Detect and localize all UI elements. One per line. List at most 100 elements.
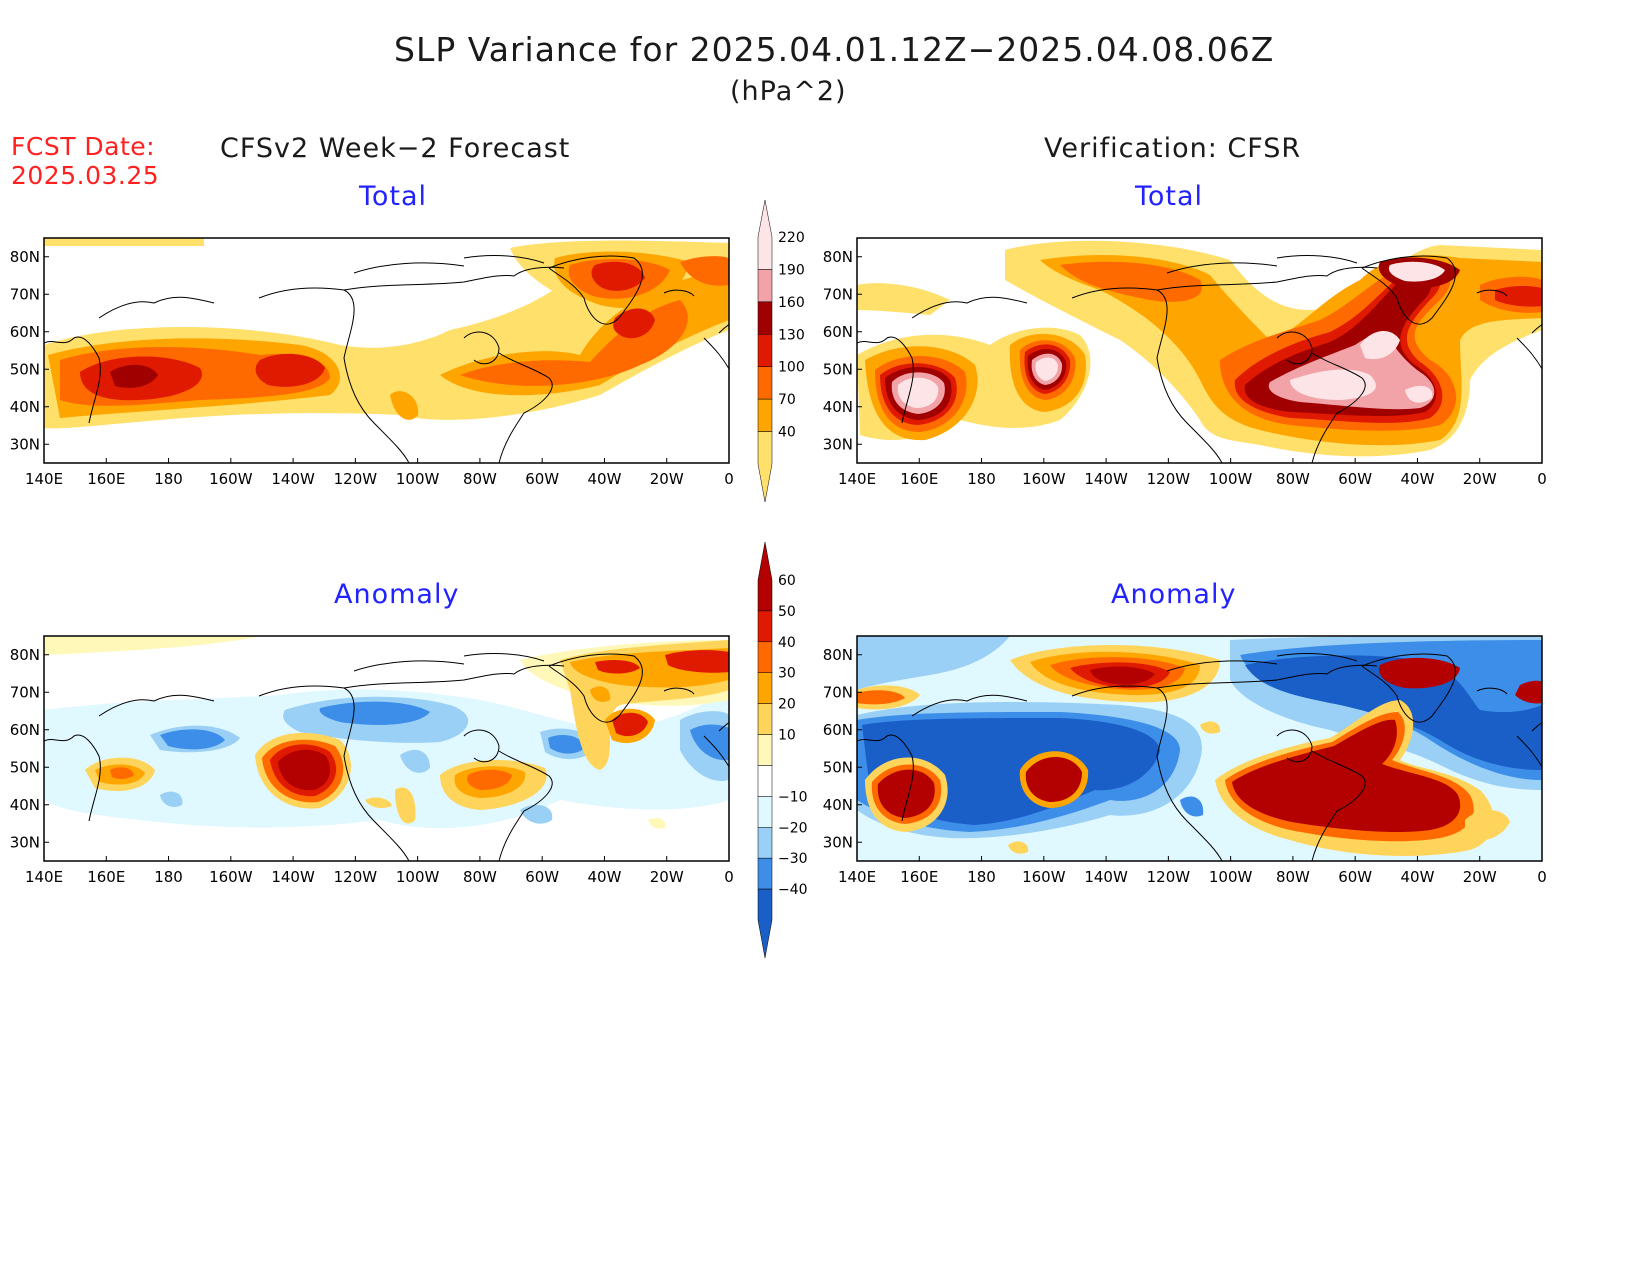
longitude-tick-label: 80W bbox=[1276, 868, 1310, 886]
verification-anomaly-frame bbox=[856, 635, 1543, 862]
latitude-tick-label: 40N bbox=[823, 796, 853, 814]
longitude-tick-label: 0 bbox=[724, 470, 734, 488]
longitude-tick-label: 140W bbox=[271, 470, 315, 488]
total-colorbar-label: 100 bbox=[778, 360, 805, 376]
latitude-tick-label: 50N bbox=[10, 758, 40, 776]
forecast-anomaly-shading bbox=[44, 636, 729, 861]
latitude-tick-label: 50N bbox=[823, 360, 853, 378]
longitude-tick-label: 80W bbox=[463, 868, 497, 886]
anomaly-colorbar-label: −40 bbox=[778, 882, 808, 898]
longitude-tick-label: 80W bbox=[463, 470, 497, 488]
anomaly-colorbar-label: −10 bbox=[778, 789, 808, 805]
anomaly-colorbar-label: 10 bbox=[778, 728, 796, 744]
verification-total-title: Total bbox=[1135, 181, 1204, 212]
latitude-tick-label: 40N bbox=[10, 398, 40, 416]
latitude-tick-label: 80N bbox=[10, 646, 40, 664]
total-colorbar-label: 220 bbox=[778, 230, 805, 246]
latitude-tick-label: 50N bbox=[823, 758, 853, 776]
anomaly-colorbar-label: 40 bbox=[778, 635, 796, 651]
longitude-tick-label: 100W bbox=[396, 868, 440, 886]
forecast-total-title: Total bbox=[359, 181, 428, 212]
longitude-tick-label: 60W bbox=[1338, 868, 1372, 886]
longitude-tick-label: 40W bbox=[1400, 868, 1434, 886]
longitude-tick-label: 140E bbox=[25, 470, 63, 488]
longitude-tick-label: 180 bbox=[154, 868, 183, 886]
longitude-tick-label: 120W bbox=[1147, 868, 1191, 886]
anomaly-colorbar-label: 30 bbox=[778, 666, 796, 682]
longitude-tick-label: 140W bbox=[271, 868, 315, 886]
verification-total-map: 140E 160E 180 160W 140W 120W 100W 80W 60W 40W 20W 0… bbox=[823, 237, 1547, 488]
longitude-tick-label: 180 bbox=[154, 470, 183, 488]
latitude-tick-label: 60N bbox=[823, 721, 853, 739]
latitude-tick-label: 80N bbox=[823, 646, 853, 664]
latitude-tick-label: 70N bbox=[823, 683, 853, 701]
total-colorbar-label: 190 bbox=[778, 262, 805, 278]
forecast-anomaly-frame bbox=[43, 635, 730, 862]
longitude-tick-label: 140E bbox=[838, 868, 876, 886]
longitude-tick-label: 40W bbox=[1400, 470, 1434, 488]
longitude-tick-label: 160W bbox=[209, 868, 253, 886]
longitude-tick-label: 120W bbox=[334, 470, 378, 488]
latitude-tick-label: 30N bbox=[823, 833, 853, 851]
longitude-tick-label: 140E bbox=[838, 470, 876, 488]
anomaly-colorbar: 60 50 40 30 20 10 −10 −20 −30 −40 bbox=[757, 541, 808, 959]
anomaly-colorbar-label: 60 bbox=[778, 573, 796, 589]
anomaly-colorbar-label: −20 bbox=[778, 820, 808, 836]
latitude-tick-label: 70N bbox=[10, 285, 40, 303]
latitude-tick-label: 70N bbox=[10, 683, 40, 701]
longitude-tick-label: 140W bbox=[1084, 868, 1128, 886]
verification-anomaly-title: Anomaly bbox=[1111, 579, 1237, 610]
latitude-tick-label: 60N bbox=[10, 721, 40, 739]
fcst-date-label: FCST Date: 2025.03.25 bbox=[11, 132, 159, 190]
longitude-tick-label: 120W bbox=[334, 868, 378, 886]
forecast-total-coastlines bbox=[44, 255, 729, 463]
longitude-tick-label: 60W bbox=[525, 868, 559, 886]
longitude-tick-label: 60W bbox=[1338, 470, 1372, 488]
verification-column-title: Verification: CFSR bbox=[1044, 133, 1302, 164]
verification-anomaly-coastlines bbox=[857, 653, 1542, 861]
longitude-tick-label: 20W bbox=[1463, 868, 1497, 886]
forecast-total-axes: 140E 160E 180 160W 140W 120W 100W 80W 60W 40W 20W 0… bbox=[10, 248, 734, 488]
total-colorbar: 220 190 160 130 100 70 40 bbox=[757, 199, 805, 503]
longitude-tick-label: 160W bbox=[1022, 470, 1066, 488]
verification-anomaly-axes: 140E 160E 180 160W 140W 120W 100W 80W 60W 40W 20W 0… bbox=[823, 646, 1547, 886]
forecast-total-shading bbox=[44, 238, 729, 463]
latitude-tick-label: 70N bbox=[823, 285, 853, 303]
longitude-tick-label: 100W bbox=[1209, 470, 1253, 488]
longitude-tick-label: 140E bbox=[25, 868, 63, 886]
anomaly-colorbar-label: 20 bbox=[778, 697, 796, 713]
verification-anomaly-shading bbox=[857, 636, 1542, 861]
anomaly-colorbar-label: −30 bbox=[778, 851, 808, 867]
longitude-tick-label: 160E bbox=[900, 470, 938, 488]
longitude-tick-label: 160E bbox=[900, 868, 938, 886]
forecast-column-title: CFSv2 Week−2 Forecast bbox=[220, 133, 571, 164]
longitude-tick-label: 180 bbox=[967, 470, 996, 488]
longitude-tick-label: 60W bbox=[525, 470, 559, 488]
forecast-total-map: 140E 160E 180 160W 140W 120W 100W 80W 60W 40W 20W 0… bbox=[10, 237, 734, 488]
verification-anomaly-map: 140E 160E 180 160W 140W 120W 100W 80W 60W 40W 20W 0… bbox=[823, 635, 1547, 886]
longitude-tick-label: 0 bbox=[1537, 868, 1547, 886]
longitude-tick-label: 100W bbox=[396, 470, 440, 488]
latitude-tick-label: 40N bbox=[10, 796, 40, 814]
longitude-tick-label: 20W bbox=[1463, 470, 1497, 488]
forecast-total-frame bbox=[43, 237, 730, 464]
longitude-tick-label: 160W bbox=[1022, 868, 1066, 886]
latitude-tick-label: 40N bbox=[823, 398, 853, 416]
latitude-tick-label: 80N bbox=[10, 248, 40, 266]
latitude-tick-label: 50N bbox=[10, 360, 40, 378]
total-colorbar-label: 70 bbox=[778, 392, 796, 408]
fcst-date-caption: FCST Date: bbox=[11, 132, 156, 161]
forecast-anomaly-axes: 140E 160E 180 160W 140W 120W 100W 80W 60W 40W 20W 0… bbox=[10, 646, 734, 886]
latitude-tick-label: 30N bbox=[10, 833, 40, 851]
longitude-tick-label: 140W bbox=[1084, 470, 1128, 488]
longitude-tick-label: 100W bbox=[1209, 868, 1253, 886]
forecast-anomaly-title: Anomaly bbox=[334, 579, 460, 610]
longitude-tick-label: 0 bbox=[1537, 470, 1547, 488]
total-colorbar-label: 160 bbox=[778, 295, 805, 311]
latitude-tick-label: 30N bbox=[823, 435, 853, 453]
latitude-tick-label: 80N bbox=[823, 248, 853, 266]
latitude-tick-label: 60N bbox=[823, 323, 853, 341]
forecast-anomaly-coastlines bbox=[44, 653, 729, 861]
longitude-tick-label: 40W bbox=[587, 868, 621, 886]
figure-title: SLP Variance for 2025.04.01.12Z−2025.04.… bbox=[394, 30, 1275, 69]
